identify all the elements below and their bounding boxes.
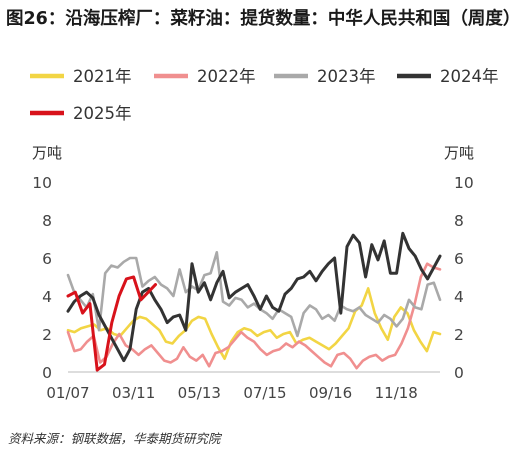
x-tick-label: 07/15	[243, 384, 286, 402]
y-axis-right: 0 2 4 6 8 10	[454, 174, 474, 382]
y-axis-unit-left: 万吨	[32, 144, 62, 162]
y-tick-label-right: 8	[454, 212, 464, 230]
y-tick-label-left: 10	[32, 174, 52, 192]
legend-label: 2021年	[73, 67, 132, 86]
chart-title: 图26：沿海压榨厂：菜籽油：提货数量：中华人民共和国（周度）	[6, 9, 519, 29]
source-note: 资料来源：钢联数据，华泰期货研究院	[8, 431, 221, 446]
series-line-2025	[66, 275, 157, 372]
series-line-2024	[66, 231, 442, 363]
x-tick-label: 11/18	[375, 384, 418, 402]
y-tick-label-right: 10	[454, 174, 474, 192]
y-tick-label-left: 2	[42, 326, 52, 344]
legend-label: 2022年	[197, 67, 256, 86]
x-tick-label: 05/13	[178, 384, 221, 402]
y-tick-label-left: 0	[42, 364, 52, 382]
legend-label: 2024年	[440, 67, 499, 86]
legend: 2021年 2022年 2023年 2024年 2025年	[30, 67, 499, 123]
legend-label: 2025年	[73, 104, 132, 123]
series-line-2023	[66, 251, 442, 338]
legend-label: 2023年	[317, 67, 376, 86]
y-tick-label-left: 8	[42, 212, 52, 230]
y-tick-label-left: 6	[42, 250, 52, 268]
x-tick-label: 09/16	[309, 384, 352, 402]
y-tick-label-left: 4	[42, 288, 52, 306]
y-axis-unit-right: 万吨	[444, 144, 474, 162]
plot-area	[66, 231, 442, 372]
x-tick-label: 01/07	[46, 384, 89, 402]
y-tick-label-right: 0	[454, 364, 464, 382]
y-tick-label-right: 4	[454, 288, 464, 306]
y-tick-label-right: 6	[454, 250, 464, 268]
x-axis: 01/07 03/11 05/13 07/15 09/16 11/18	[46, 371, 440, 402]
y-tick-label-right: 2	[454, 326, 464, 344]
x-tick-label: 03/11	[112, 384, 155, 402]
y-axis-left: 0 2 4 6 8 10	[32, 174, 52, 382]
